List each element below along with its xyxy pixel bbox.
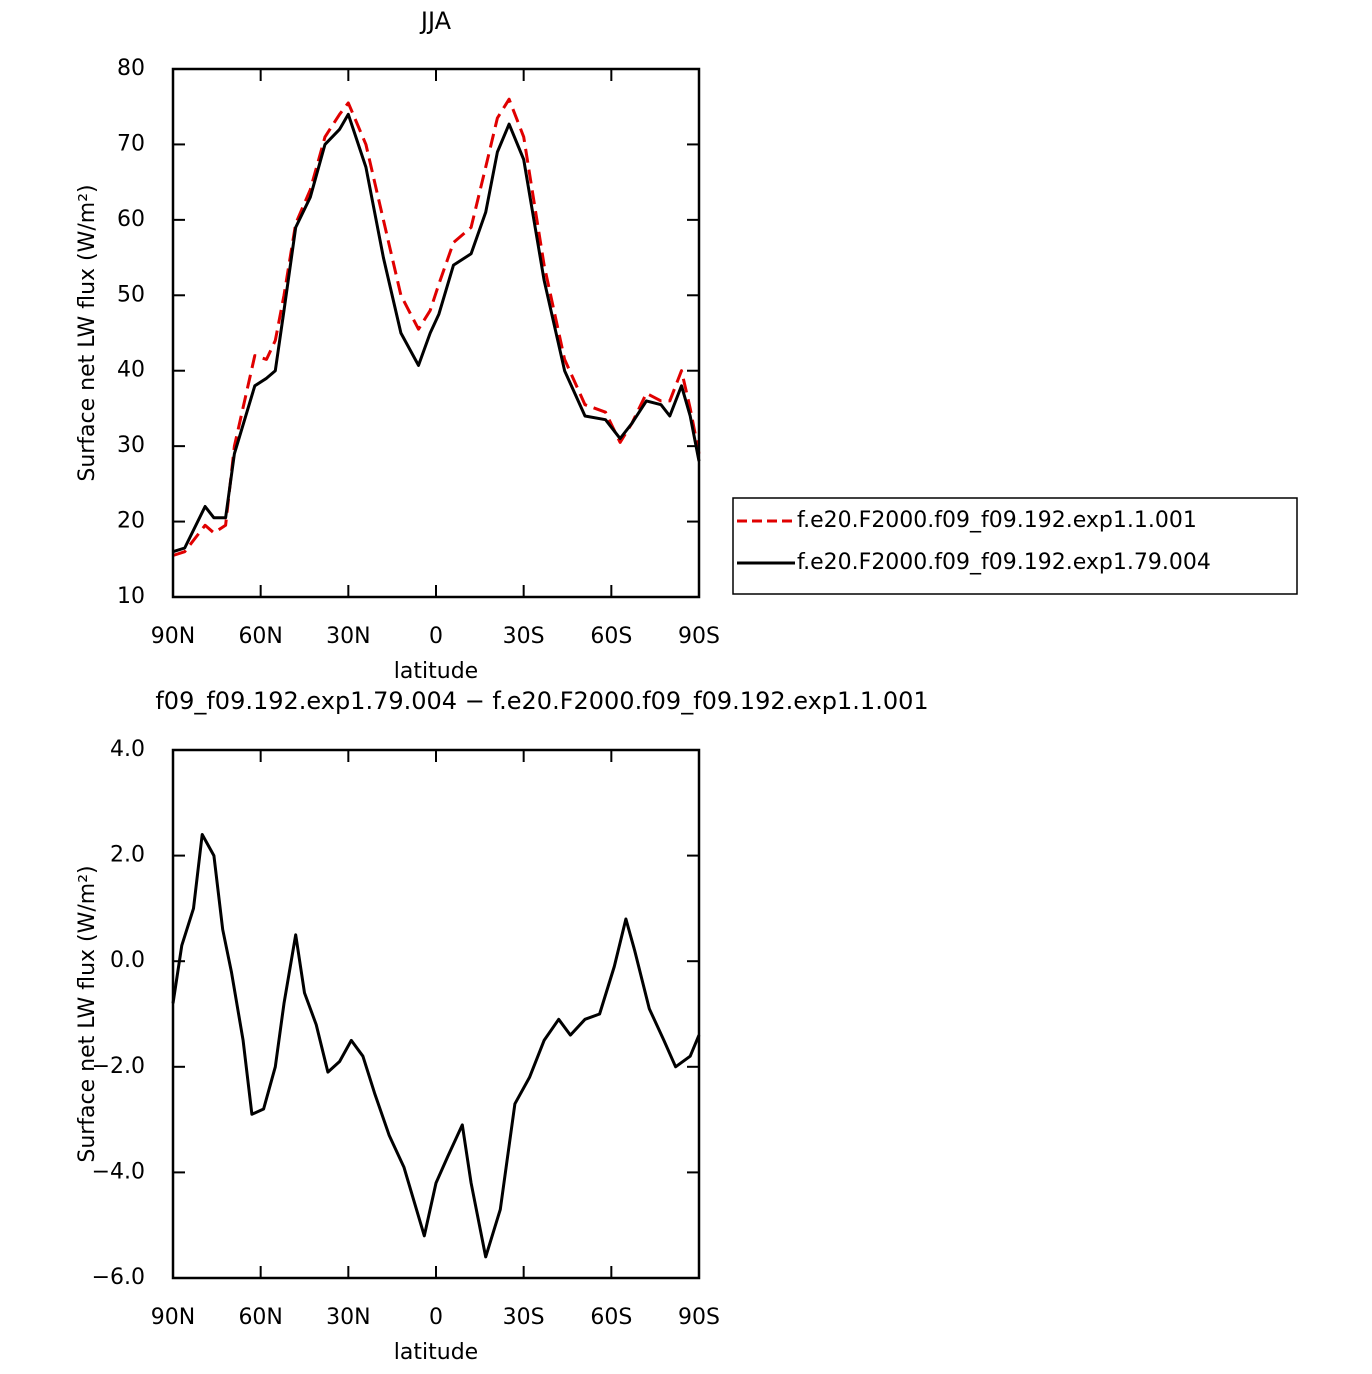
x-axis-label: latitude <box>394 659 478 684</box>
x-tick-label: 90S <box>678 624 720 649</box>
y-tick-label: 0.0 <box>110 948 145 973</box>
x-tick-label: 30S <box>503 624 545 649</box>
y-tick-label: 20 <box>117 509 145 534</box>
y-tick-label: −4.0 <box>92 1159 145 1184</box>
y-tick-label: −6.0 <box>92 1265 145 1290</box>
data-line <box>171 833 701 1259</box>
chart-title: f09_f09.192.exp1.79.004 − f.e20.F2000.f0… <box>155 687 928 715</box>
plot-frame <box>171 748 701 1280</box>
x-tick-label: 30N <box>326 1305 370 1330</box>
x-tick-label: 0 <box>429 1305 443 1330</box>
y-tick-label: 30 <box>117 433 145 458</box>
x-tick-label: 0 <box>429 624 443 649</box>
y-tick-label: 80 <box>117 56 145 81</box>
plot-frame <box>171 67 701 599</box>
x-tick-label: 60N <box>238 624 282 649</box>
x-tick-label: 30N <box>326 624 370 649</box>
x-tick-label: 90S <box>678 1305 720 1330</box>
x-tick-label: 90N <box>151 624 195 649</box>
legend-label: f.e20.F2000.f09_f09.192.exp1.1.001 <box>797 508 1197 533</box>
x-tick-label: 90N <box>151 1305 195 1330</box>
y-axis-label: Surface net LW flux (W/m²) <box>75 184 100 481</box>
legend-box <box>732 497 1298 595</box>
y-tick-label: 4.0 <box>110 737 145 762</box>
y-tick-label: −2.0 <box>92 1054 145 1079</box>
x-tick-label: 60N <box>238 1305 282 1330</box>
legend-label: f.e20.F2000.f09_f09.192.exp1.79.004 <box>797 550 1211 575</box>
y-tick-label: 60 <box>117 207 145 232</box>
y-axis-label: Surface net LW flux (W/m²) <box>75 865 100 1162</box>
y-tick-label: 2.0 <box>110 843 145 868</box>
y-tick-label: 10 <box>117 584 145 609</box>
y-tick-label: 40 <box>117 358 145 383</box>
data-line <box>172 97 701 557</box>
y-tick-label: 50 <box>117 282 145 307</box>
data-line <box>172 112 701 554</box>
chart-title: JJA <box>419 7 452 35</box>
y-tick-label: 70 <box>117 131 145 156</box>
x-tick-label: 60S <box>590 624 632 649</box>
x-tick-label: 60S <box>590 1305 632 1330</box>
x-tick-label: 30S <box>503 1305 545 1330</box>
x-axis-label: latitude <box>394 1340 478 1365</box>
